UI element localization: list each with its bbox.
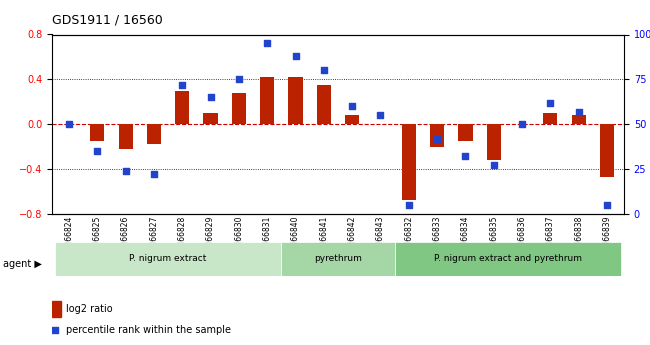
Bar xyxy=(317,85,331,124)
Point xyxy=(602,202,612,208)
Point xyxy=(545,100,556,106)
Point xyxy=(432,136,442,141)
Point xyxy=(149,172,159,177)
Bar xyxy=(458,124,473,141)
Bar xyxy=(289,77,303,124)
Bar xyxy=(571,115,586,124)
Point xyxy=(92,148,103,154)
Point xyxy=(375,112,385,118)
Text: P. nigrum extract: P. nigrum extract xyxy=(129,254,207,263)
Point xyxy=(489,163,499,168)
Point xyxy=(120,168,131,174)
Point xyxy=(517,121,527,127)
Text: percentile rank within the sample: percentile rank within the sample xyxy=(66,325,231,335)
Bar xyxy=(90,124,105,141)
FancyBboxPatch shape xyxy=(55,241,281,276)
Point xyxy=(359,239,369,245)
Text: pyrethrum: pyrethrum xyxy=(314,254,362,263)
Point xyxy=(291,53,301,59)
Point xyxy=(318,68,329,73)
Text: P. nigrum extract and pyrethrum: P. nigrum extract and pyrethrum xyxy=(434,254,582,263)
FancyBboxPatch shape xyxy=(395,241,621,276)
Bar xyxy=(543,113,558,124)
Bar xyxy=(402,124,416,200)
Bar xyxy=(260,77,274,124)
Text: GDS1911 / 16560: GDS1911 / 16560 xyxy=(52,14,162,27)
Point xyxy=(262,41,272,46)
Bar xyxy=(52,301,60,317)
Point xyxy=(234,77,244,82)
Bar xyxy=(487,124,501,160)
Bar xyxy=(147,124,161,144)
Bar xyxy=(430,124,444,147)
Point xyxy=(573,109,584,115)
Point xyxy=(205,95,216,100)
Bar xyxy=(232,93,246,124)
Point xyxy=(347,104,358,109)
Bar xyxy=(600,124,614,177)
Text: agent ▶: agent ▶ xyxy=(3,259,42,269)
Text: log2 ratio: log2 ratio xyxy=(66,304,113,314)
Point xyxy=(64,121,74,127)
Point xyxy=(460,154,471,159)
Bar xyxy=(345,115,359,124)
Bar xyxy=(118,124,133,149)
Point xyxy=(177,82,187,88)
FancyBboxPatch shape xyxy=(281,241,395,276)
Point xyxy=(404,202,414,208)
Bar xyxy=(203,113,218,124)
Bar xyxy=(176,90,189,124)
